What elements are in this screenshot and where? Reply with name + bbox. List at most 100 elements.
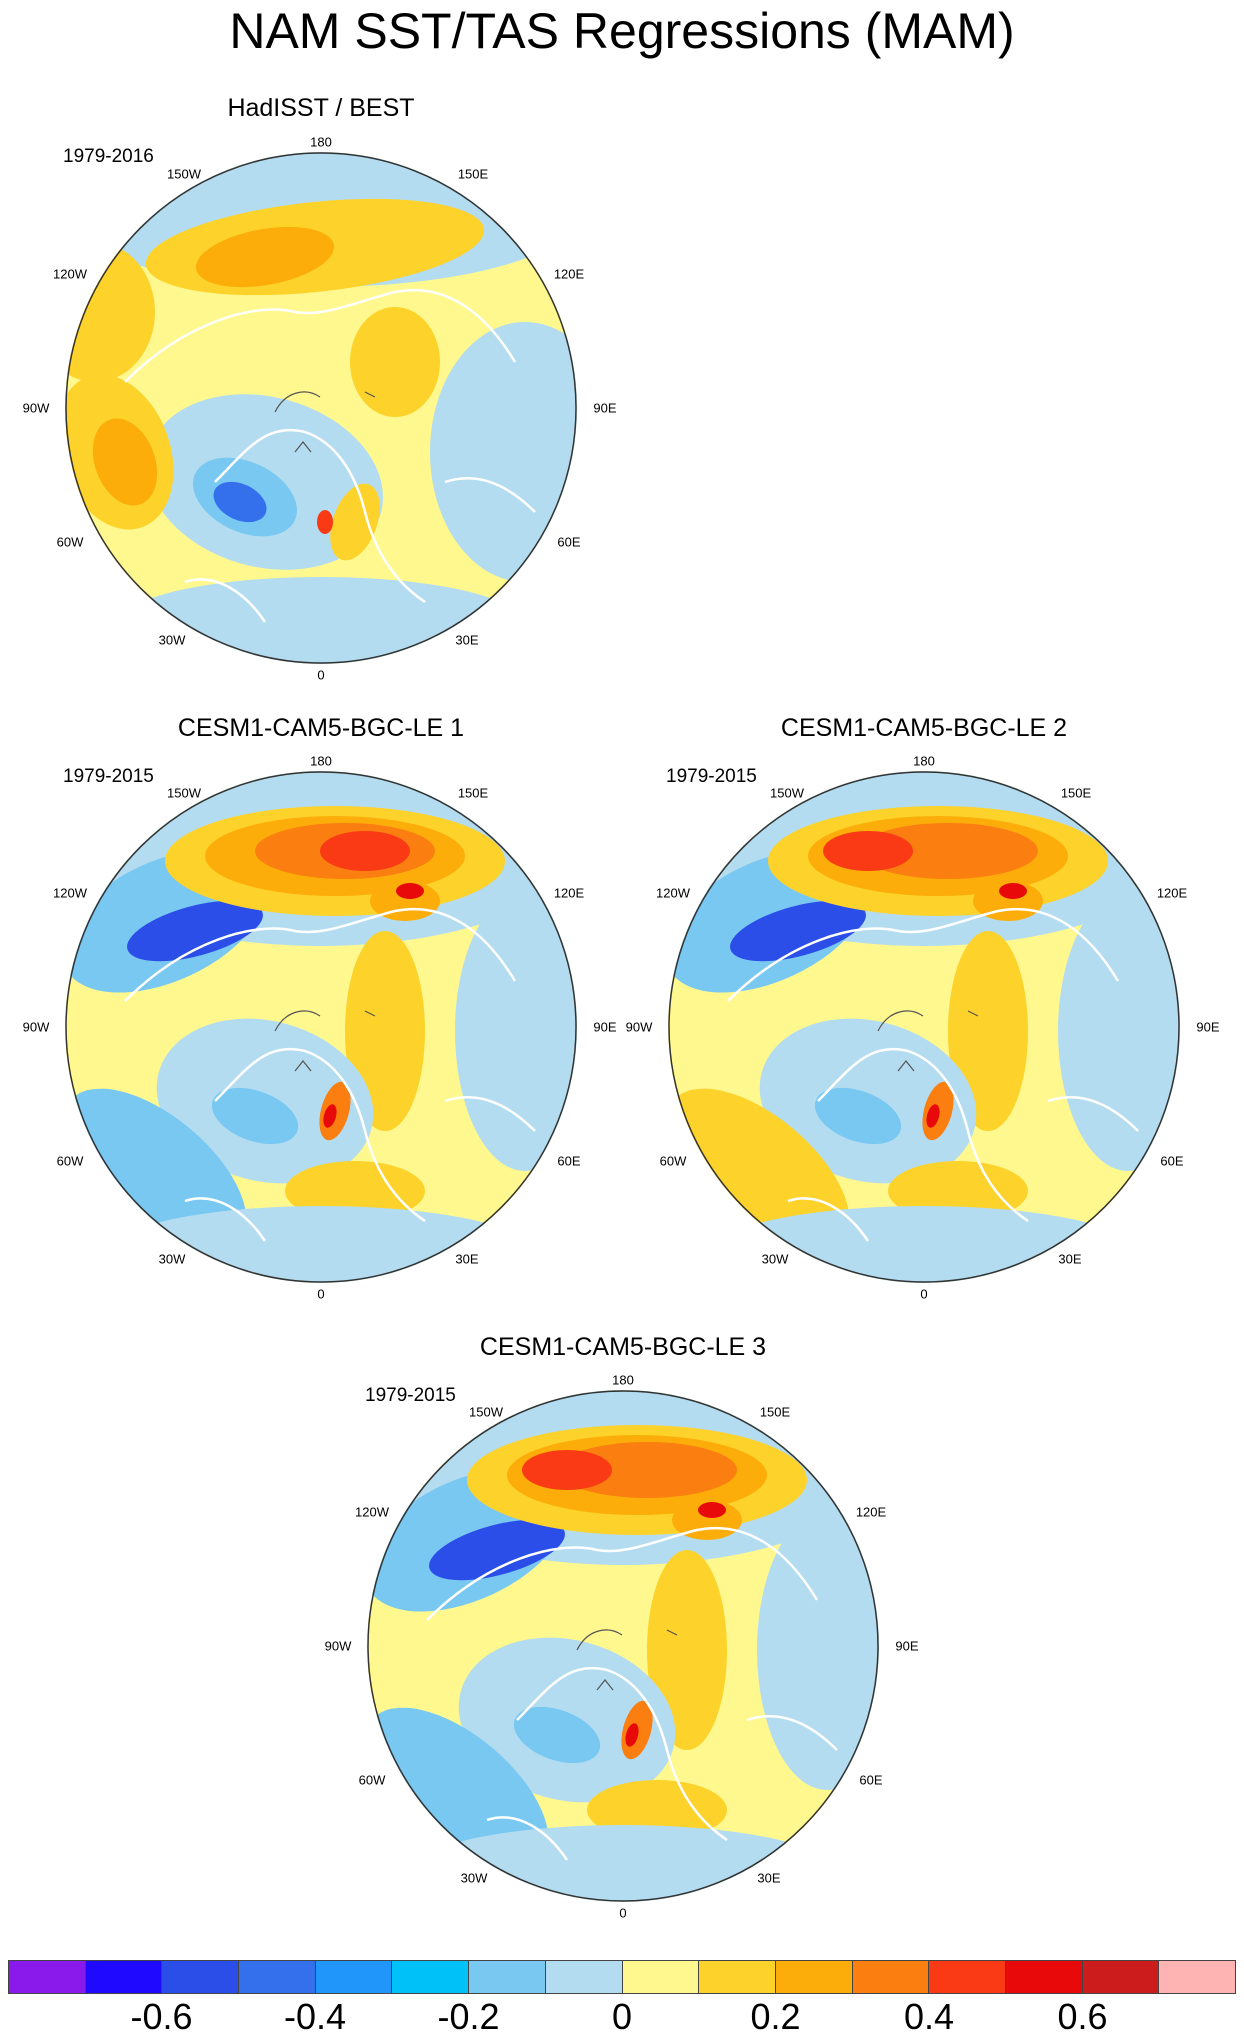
colorbar-tick-label: 0.2 — [750, 1996, 801, 2037]
lon-label-top-left: 150W — [469, 1404, 503, 1420]
lon-label-top-right: 150E — [1060, 785, 1092, 801]
mediterranean-warm — [587, 1780, 727, 1840]
panel-title-4: CESM1-CAM5-BGC-LE 3 — [479, 1333, 767, 1361]
labrador-cool — [814, 1087, 902, 1145]
labrador-cool — [211, 1087, 299, 1145]
lon-label-right: 90E — [1196, 1019, 1220, 1035]
colorbar-cell — [699, 1961, 776, 1993]
coastline — [727, 907, 1139, 1242]
colorbar-cell — [85, 1961, 163, 1993]
inland-lakes — [274, 1010, 376, 1072]
siberia-hot — [999, 883, 1027, 899]
colorbar-cell — [852, 1961, 930, 1993]
lon-label-lower-right: 60E — [557, 1153, 581, 1169]
lon-label-right: 90E — [895, 1638, 919, 1654]
map-border — [65, 771, 577, 1283]
colorbar-cell — [929, 1961, 1006, 1993]
west-atlantic — [367, 1707, 549, 1873]
asia-warm — [647, 1550, 727, 1750]
asia-warm — [345, 931, 425, 1131]
lon-label-lower-right: 60E — [557, 534, 581, 550]
colorbar-tick-label: -0.2 — [437, 1996, 500, 2037]
nw-warm — [65, 242, 155, 382]
lon-label-lower-left: 60W — [358, 1772, 386, 1788]
lon-label-lower-left: 60W — [56, 1153, 84, 1169]
lon-label-lower-left: 60W — [56, 534, 84, 550]
lon-label-top: 180 — [913, 753, 935, 769]
colorbar-cell — [545, 1961, 623, 1993]
panel-period-3: 1979-2015 — [666, 766, 757, 787]
lon-label-bottom: 0 — [317, 667, 325, 683]
alaska-cold — [127, 900, 263, 962]
siberia-warm — [350, 307, 440, 417]
lon-label-bottom-left: 30W — [158, 632, 186, 648]
labrador-cool — [513, 1706, 601, 1764]
lon-label-upper-right: 120E — [553, 266, 585, 282]
panel-period-1: 1979-2016 — [63, 146, 154, 167]
map-border — [65, 152, 577, 664]
scandinavia-hot — [926, 1104, 940, 1128]
main-title: NAM SST/TAS Regressions (MAM) — [229, 3, 1015, 59]
lon-label-top-right: 150E — [457, 166, 489, 182]
lon-label-top-left: 150W — [167, 785, 201, 801]
pacific-core — [557, 1442, 737, 1498]
na-core — [92, 418, 158, 506]
labrador-core — [213, 481, 267, 523]
colorbar — [8, 1960, 1236, 1994]
map-border — [367, 1390, 879, 1902]
alaska-cold — [730, 900, 866, 962]
inland-lakes — [274, 391, 376, 453]
colorbar-cell — [469, 1961, 546, 1993]
lon-label-lower-left: 60W — [659, 1153, 687, 1169]
lon-label-right: 90E — [593, 1019, 617, 1035]
lon-label-bottom-left: 30W — [761, 1251, 789, 1267]
panel-period-2: 1979-2015 — [63, 766, 154, 787]
colorbar-tick-label: -0.6 — [130, 1996, 193, 2037]
colorbar-cell — [1082, 1961, 1160, 1993]
colorbar-tick-label: 0 — [611, 1996, 633, 2037]
lon-label-bottom-left: 30W — [158, 1251, 186, 1267]
colorbar-cell — [775, 1961, 853, 1993]
europe-warm — [330, 483, 380, 561]
alaska-cold — [429, 1519, 565, 1581]
colorbar-cell — [1005, 1961, 1083, 1993]
lon-label-bottom: 0 — [619, 1905, 627, 1921]
colorbar-tick-label: 0.6 — [1057, 1996, 1108, 2037]
lon-label-bottom-left: 30W — [460, 1870, 488, 1886]
lon-label-bottom-right: 30E — [1058, 1251, 1082, 1267]
panel-title-2: CESM1-CAM5-BGC-LE 1 — [177, 714, 465, 742]
polar-map-3 — [668, 771, 1180, 1283]
map-border — [668, 771, 1180, 1283]
colorbar-cell — [9, 1961, 86, 1993]
colorbar-cell — [162, 1961, 240, 1993]
lon-label-left: 90W — [22, 400, 50, 416]
pacific-core — [195, 226, 335, 288]
pacific-hot — [823, 831, 913, 871]
polar-map-4 — [367, 1390, 879, 1902]
lon-label-top-left: 150W — [167, 166, 201, 182]
colorbar-tick-label: -0.4 — [283, 1996, 347, 2037]
panel-title-3: CESM1-CAM5-BGC-LE 2 — [780, 714, 1068, 742]
lon-label-left: 90W — [625, 1019, 653, 1035]
lon-label-upper-right: 120E — [855, 1504, 887, 1520]
lon-label-bottom-right: 30E — [455, 1251, 479, 1267]
map-field — [65, 771, 577, 1283]
panel-title-1: HadISST / BEST — [227, 94, 415, 122]
mediterranean-warm — [888, 1161, 1028, 1221]
lon-label-right: 90E — [593, 400, 617, 416]
colorbar-cell — [392, 1961, 470, 1993]
polar-map-2 — [65, 771, 577, 1283]
map-field — [668, 771, 1180, 1283]
west-atlantic — [668, 1088, 850, 1254]
map-field — [367, 1390, 879, 1902]
lon-label-left: 90W — [22, 1019, 50, 1035]
lon-label-bottom-right: 30E — [455, 632, 479, 648]
lon-label-upper-right: 120E — [553, 885, 585, 901]
lon-label-lower-right: 60E — [1160, 1153, 1184, 1169]
siberia-hot — [396, 883, 424, 899]
lon-label-upper-left: 120W — [656, 885, 690, 901]
colorbar-cell — [622, 1961, 700, 1993]
coastline — [124, 907, 536, 1242]
lon-label-upper-left: 120W — [53, 266, 87, 282]
lon-label-top-left: 150W — [770, 785, 804, 801]
